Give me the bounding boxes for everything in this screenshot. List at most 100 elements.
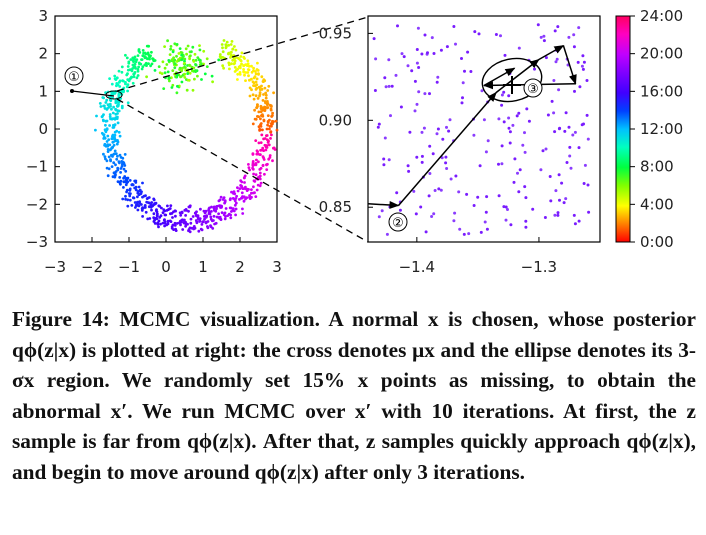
- scatter-point: [256, 105, 259, 108]
- scatter-point: [152, 216, 156, 220]
- scatter-point: [479, 230, 483, 234]
- scatter-point: [115, 157, 119, 161]
- scatter-point: [423, 92, 427, 96]
- scatter-point: [175, 73, 179, 77]
- scatter-point: [257, 110, 261, 114]
- scatter-point: [235, 194, 239, 198]
- scatter-point: [259, 110, 263, 114]
- scatter-point: [205, 215, 209, 218]
- scatter-point: [247, 74, 250, 78]
- scatter-point: [124, 197, 127, 201]
- scatter-point: [256, 61, 259, 65]
- scatter-point: [266, 89, 270, 92]
- scatter-point: [104, 123, 107, 127]
- scatter-point: [417, 90, 421, 94]
- scatter-point: [480, 89, 484, 93]
- scatter-point: [119, 167, 123, 170]
- scatter-point: [183, 62, 186, 65]
- scatter-point: [548, 175, 552, 178]
- scatter-point: [225, 40, 229, 44]
- mcmc-step: [483, 67, 516, 87]
- scatter-point: [166, 219, 170, 223]
- colorbar: [615, 15, 631, 243]
- scatter-point: [557, 88, 561, 92]
- scatter-point: [115, 76, 119, 80]
- scatter-point: [233, 59, 237, 63]
- scatter-point: [268, 118, 271, 122]
- scatter-point: [186, 72, 190, 75]
- scatter-point: [107, 167, 111, 171]
- scatter-point: [163, 71, 167, 75]
- scatter-point: [426, 51, 429, 55]
- scatter-point: [125, 85, 129, 89]
- scatter-point: [221, 56, 225, 59]
- scatter-point: [234, 207, 238, 211]
- scatter-point: [248, 168, 252, 172]
- scatter-point: [227, 63, 231, 67]
- scatter-point: [165, 209, 169, 212]
- scatter-point: [415, 155, 419, 159]
- scatter-point: [263, 137, 267, 140]
- scatter-point: [502, 120, 506, 124]
- scatter-point: [502, 205, 506, 209]
- scatter-point: [116, 154, 119, 158]
- scatter-point: [272, 146, 276, 150]
- scatter-point: [257, 160, 260, 164]
- scatter-point: [228, 206, 232, 210]
- scatter-point: [133, 201, 137, 204]
- right-axes-frame: [367, 15, 601, 243]
- y-tick-label: 1: [38, 82, 48, 100]
- scatter-point: [259, 166, 263, 170]
- scatter-point: [230, 210, 233, 213]
- scatter-point: [398, 208, 402, 212]
- scatter-point: [572, 45, 576, 49]
- scatter-point: [114, 99, 118, 103]
- scatter-point: [458, 227, 462, 231]
- scatter-point: [472, 133, 476, 137]
- scatter-point: [233, 66, 237, 69]
- scatter-point: [251, 122, 255, 126]
- scatter-point: [503, 53, 507, 57]
- scatter-point: [266, 100, 269, 103]
- caption-label: Figure 14:: [12, 307, 110, 331]
- scatter-point: [175, 43, 179, 46]
- scatter-point: [130, 183, 134, 187]
- scatter-point: [229, 213, 233, 217]
- scatter-point: [461, 81, 465, 85]
- scatter-point: [233, 199, 237, 203]
- mcmc-step: [367, 201, 400, 209]
- scatter-point: [201, 220, 204, 224]
- scatter-point: [200, 223, 204, 226]
- scatter-point: [255, 68, 259, 71]
- scatter-point: [180, 218, 184, 222]
- scatter-point: [258, 177, 262, 181]
- scatter-point: [136, 195, 139, 199]
- scatter-point: [114, 108, 118, 112]
- scatter-point: [261, 99, 265, 102]
- scatter-point: [265, 134, 269, 137]
- scatter-point: [183, 59, 186, 63]
- scatter-point: [124, 169, 128, 173]
- scatter-point: [272, 91, 275, 95]
- scatter-point: [130, 204, 134, 207]
- scatter-point: [199, 207, 202, 211]
- scatter-point: [460, 57, 463, 60]
- scatter-point: [132, 60, 136, 64]
- scatter-point: [257, 73, 260, 76]
- colorbar-tick-label: 4:00: [640, 195, 674, 213]
- scatter-point: [264, 101, 267, 105]
- scatter-point: [552, 111, 556, 115]
- scatter-point: [428, 92, 431, 96]
- right-tick-labels: −1.4 −1.3 0.85 0.90 0.95: [319, 24, 558, 276]
- scatter-point: [242, 68, 246, 71]
- scatter-point: [183, 57, 187, 61]
- scatter-point: [175, 54, 178, 58]
- scatter-point: [268, 154, 272, 157]
- scatter-point: [113, 172, 117, 175]
- x-tick-label: 0: [161, 258, 171, 276]
- scatter-point: [211, 227, 215, 230]
- scatter-point: [263, 109, 267, 112]
- scatter-point: [175, 222, 179, 225]
- scatter-point: [250, 195, 253, 199]
- scatter-point: [223, 199, 227, 203]
